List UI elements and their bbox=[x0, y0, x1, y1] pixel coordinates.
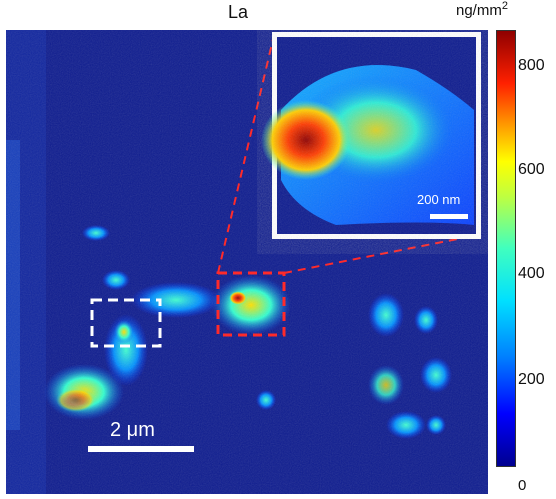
colorbar-tick: 400 bbox=[518, 265, 545, 282]
colorbar-tick: 800 bbox=[518, 57, 545, 74]
colorbar-tick: 0 bbox=[518, 477, 527, 494]
inset-scalebar bbox=[430, 214, 468, 219]
elemental-map: 2 μm 200 nm bbox=[6, 30, 488, 494]
colorbar-tick: 600 bbox=[518, 161, 545, 178]
colorbar-unit: ng/mm2 bbox=[456, 0, 508, 19]
red-selection-box bbox=[216, 271, 286, 337]
main-scalebar-label: 2 μm bbox=[110, 419, 155, 441]
figure-title: La bbox=[228, 2, 249, 22]
white-selection-box bbox=[90, 298, 162, 348]
colorbar bbox=[496, 30, 516, 467]
colorbar-tick: 200 bbox=[518, 371, 545, 388]
main-scalebar bbox=[88, 446, 194, 452]
inset-scalebar-label: 200 nm bbox=[417, 192, 461, 207]
zoom-inset bbox=[261, 32, 481, 239]
